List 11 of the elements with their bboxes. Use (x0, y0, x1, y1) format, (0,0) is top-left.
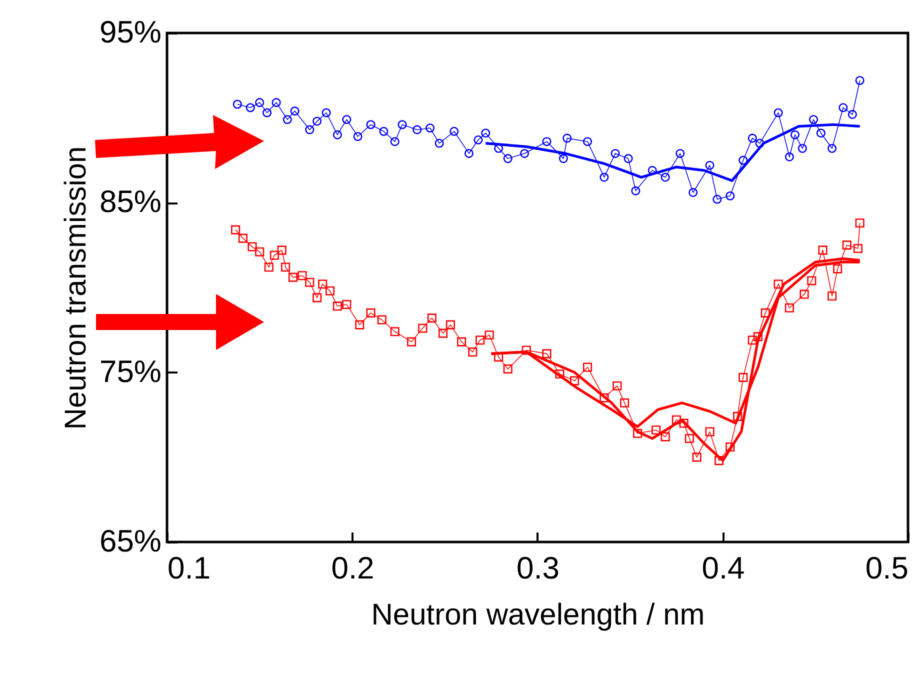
x-tick-label: 0.2 (331, 550, 374, 586)
y-tick-label: 85% (99, 184, 162, 220)
x-axis-title: Neutron wavelength / nm (371, 598, 705, 632)
y-tick-label: 65% (99, 524, 162, 558)
x-tick-label: 0.5 (865, 550, 908, 586)
y-axis-title: Neutron transmission (59, 146, 92, 430)
y-tick-label: 95% (99, 14, 162, 50)
y-tick-label: 75% (99, 354, 162, 389)
x-tick-label: 0.1 (168, 550, 211, 586)
x-tick-label: 0.3 (516, 550, 560, 586)
x-tick-label: 0.4 (702, 550, 745, 586)
